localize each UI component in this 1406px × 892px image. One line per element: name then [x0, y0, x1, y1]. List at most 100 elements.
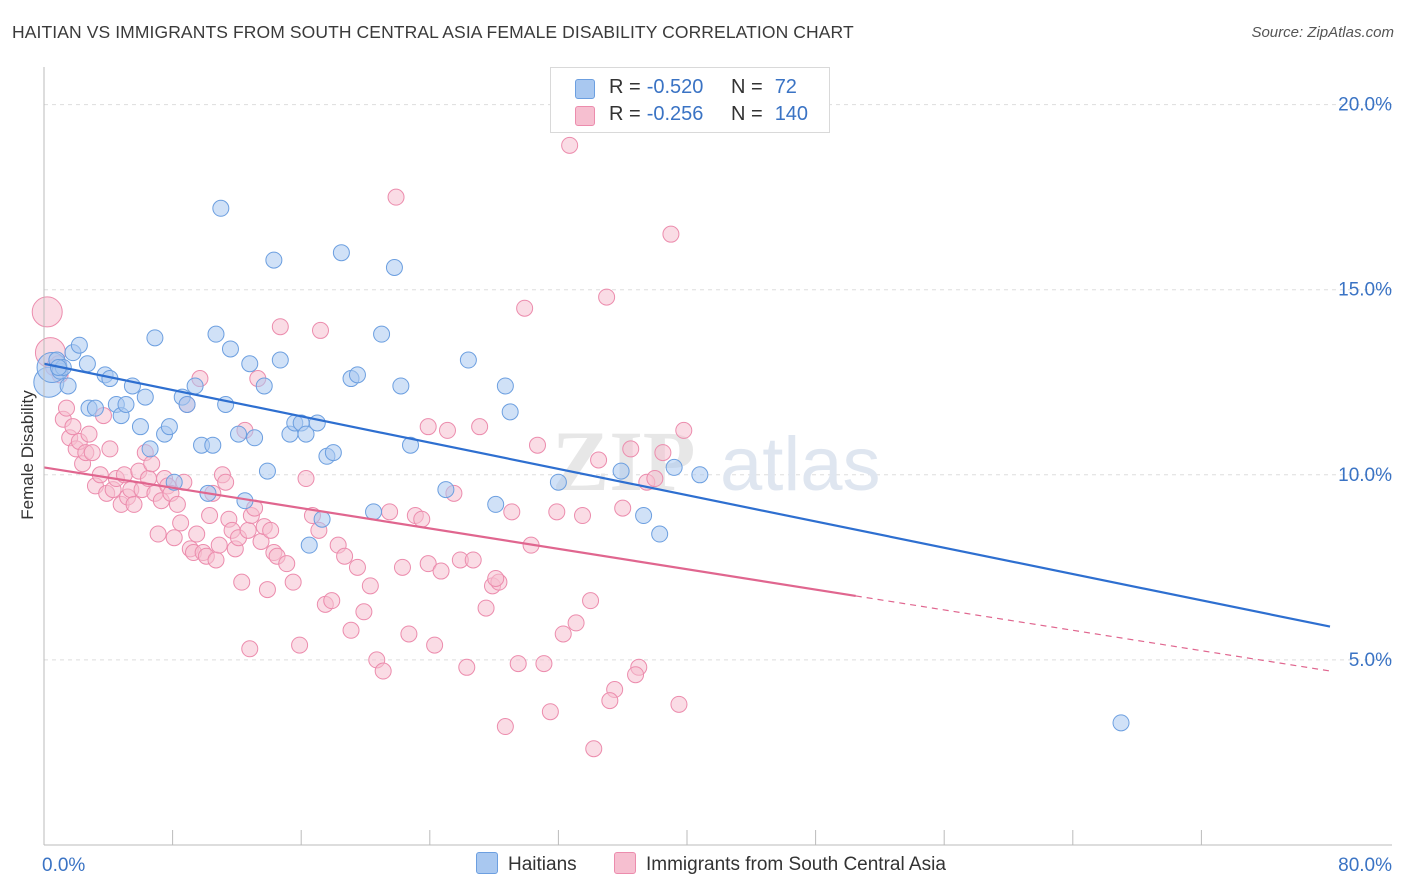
- immigrant-point: [323, 592, 341, 610]
- immigrant-point: [601, 692, 619, 710]
- haitian-point: [117, 395, 135, 413]
- immigrant-point: [400, 625, 418, 643]
- immigrant-point: [654, 444, 672, 462]
- immigrant-point: [125, 495, 143, 513]
- immigrant-point: [585, 740, 603, 758]
- legend-n-value: 72: [774, 76, 797, 98]
- haitian-point: [160, 418, 178, 436]
- immigrant-point: [291, 636, 309, 654]
- y-tick-label: 5.0%: [1349, 650, 1392, 671]
- haitian-point: [86, 399, 104, 417]
- legend-r-value: -0.256: [646, 103, 704, 125]
- haitian-point: [332, 244, 350, 262]
- legend-swatch-pink: [575, 106, 595, 126]
- immigrant-point: [419, 555, 437, 573]
- immigrant-point: [361, 577, 379, 595]
- immigrant-point: [419, 418, 437, 436]
- haitian-point: [246, 429, 264, 447]
- immigrant-point: [516, 299, 534, 317]
- bottom-legend-label: Haitians: [508, 854, 577, 875]
- legend-r-value: -0.520: [646, 76, 704, 98]
- haitian-point: [612, 462, 630, 480]
- immigrant-point: [207, 551, 225, 569]
- trendline-haitians: [43, 362, 1331, 628]
- bottom-legend-label: Immigrants from South Central Asia: [646, 854, 946, 875]
- haitian-point: [324, 444, 342, 462]
- immigrant-point: [503, 503, 521, 521]
- immigrant-point: [284, 573, 302, 591]
- immigrant-point: [80, 425, 98, 443]
- bottom-legend-swatch-pink: [614, 852, 636, 874]
- haitian-point: [241, 355, 259, 373]
- immigrant-point: [535, 655, 553, 673]
- immigrant-point: [188, 525, 206, 543]
- immigrant-point: [598, 288, 616, 306]
- haitian-point: [487, 495, 505, 513]
- immigrant-point: [574, 507, 592, 525]
- immigrant-point: [393, 558, 411, 576]
- immigrant-point: [432, 562, 450, 580]
- immigrant-point: [675, 421, 693, 439]
- haitian-point: [186, 377, 204, 395]
- immigrant-point: [168, 495, 186, 513]
- immigrant-point: [426, 636, 444, 654]
- immigrant-point: [217, 473, 235, 491]
- haitian-point: [402, 436, 420, 454]
- immigrant-point: [529, 436, 547, 454]
- haitian-point: [131, 418, 149, 436]
- haitian-point: [255, 377, 273, 395]
- haitian-point: [651, 525, 669, 543]
- immigrant-point: [297, 470, 315, 488]
- immigrant-point: [627, 666, 645, 684]
- legend-row-immigrants: R = -0.256 N = 140: [551, 101, 829, 129]
- bottom-legend-swatch-blue: [476, 852, 498, 874]
- haitian-point: [385, 259, 403, 276]
- haitian-point: [178, 395, 196, 413]
- legend-n-value: 140: [774, 103, 809, 125]
- immigrant-point: [561, 136, 579, 154]
- immigrant-point: [143, 455, 161, 473]
- bottom-legend-haitians: Haitians: [476, 852, 577, 876]
- legend-r-label: R =: [609, 76, 641, 98]
- immigrant-point: [278, 555, 296, 573]
- haitian-point: [59, 377, 77, 395]
- immigrant-point: [241, 640, 259, 658]
- haitian-point: [70, 336, 88, 354]
- haitian-point: [297, 425, 315, 443]
- trendline-immigrants-extrapolated: [855, 595, 1331, 672]
- immigrant-point: [670, 695, 688, 713]
- haitian-point: [549, 473, 567, 491]
- legend-swatch-blue: [575, 79, 595, 99]
- immigrant-point: [413, 510, 431, 528]
- chart-title: HAITIAN VS IMMIGRANTS FROM SOUTH CENTRAL…: [12, 22, 854, 42]
- immigrant-point: [149, 525, 167, 543]
- haitian-point: [221, 340, 239, 358]
- y-tick-label: 15.0%: [1338, 280, 1392, 301]
- immigrant-point: [590, 451, 608, 469]
- legend-row-haitians: R = -0.520 N = 72: [551, 74, 829, 102]
- immigrant-point: [201, 507, 219, 525]
- immigrant-point: [438, 421, 456, 439]
- x-tick-label: 80.0%: [1338, 855, 1392, 876]
- immigrant-point: [496, 718, 514, 736]
- immigrant-point: [311, 321, 329, 339]
- haitian-point: [665, 458, 683, 476]
- immigrant-point: [210, 536, 228, 554]
- immigrant-point: [554, 625, 572, 643]
- immigrant-point: [64, 418, 82, 436]
- haitian-point: [212, 199, 230, 217]
- trendline-immigrants: [43, 466, 856, 598]
- immigrant-point: [165, 529, 183, 547]
- haitian-point: [365, 503, 383, 521]
- immigrant-point: [477, 599, 495, 617]
- immigrant-point: [487, 569, 505, 587]
- haitian-point: [459, 351, 477, 369]
- y-tick-label: 20.0%: [1338, 95, 1392, 116]
- haitian-point: [392, 377, 410, 395]
- haitian-point: [271, 351, 289, 369]
- haitian-point: [265, 251, 283, 269]
- legend-r-label: R =: [609, 103, 641, 125]
- immigrant-point: [471, 418, 489, 436]
- immigrant-point: [262, 521, 280, 539]
